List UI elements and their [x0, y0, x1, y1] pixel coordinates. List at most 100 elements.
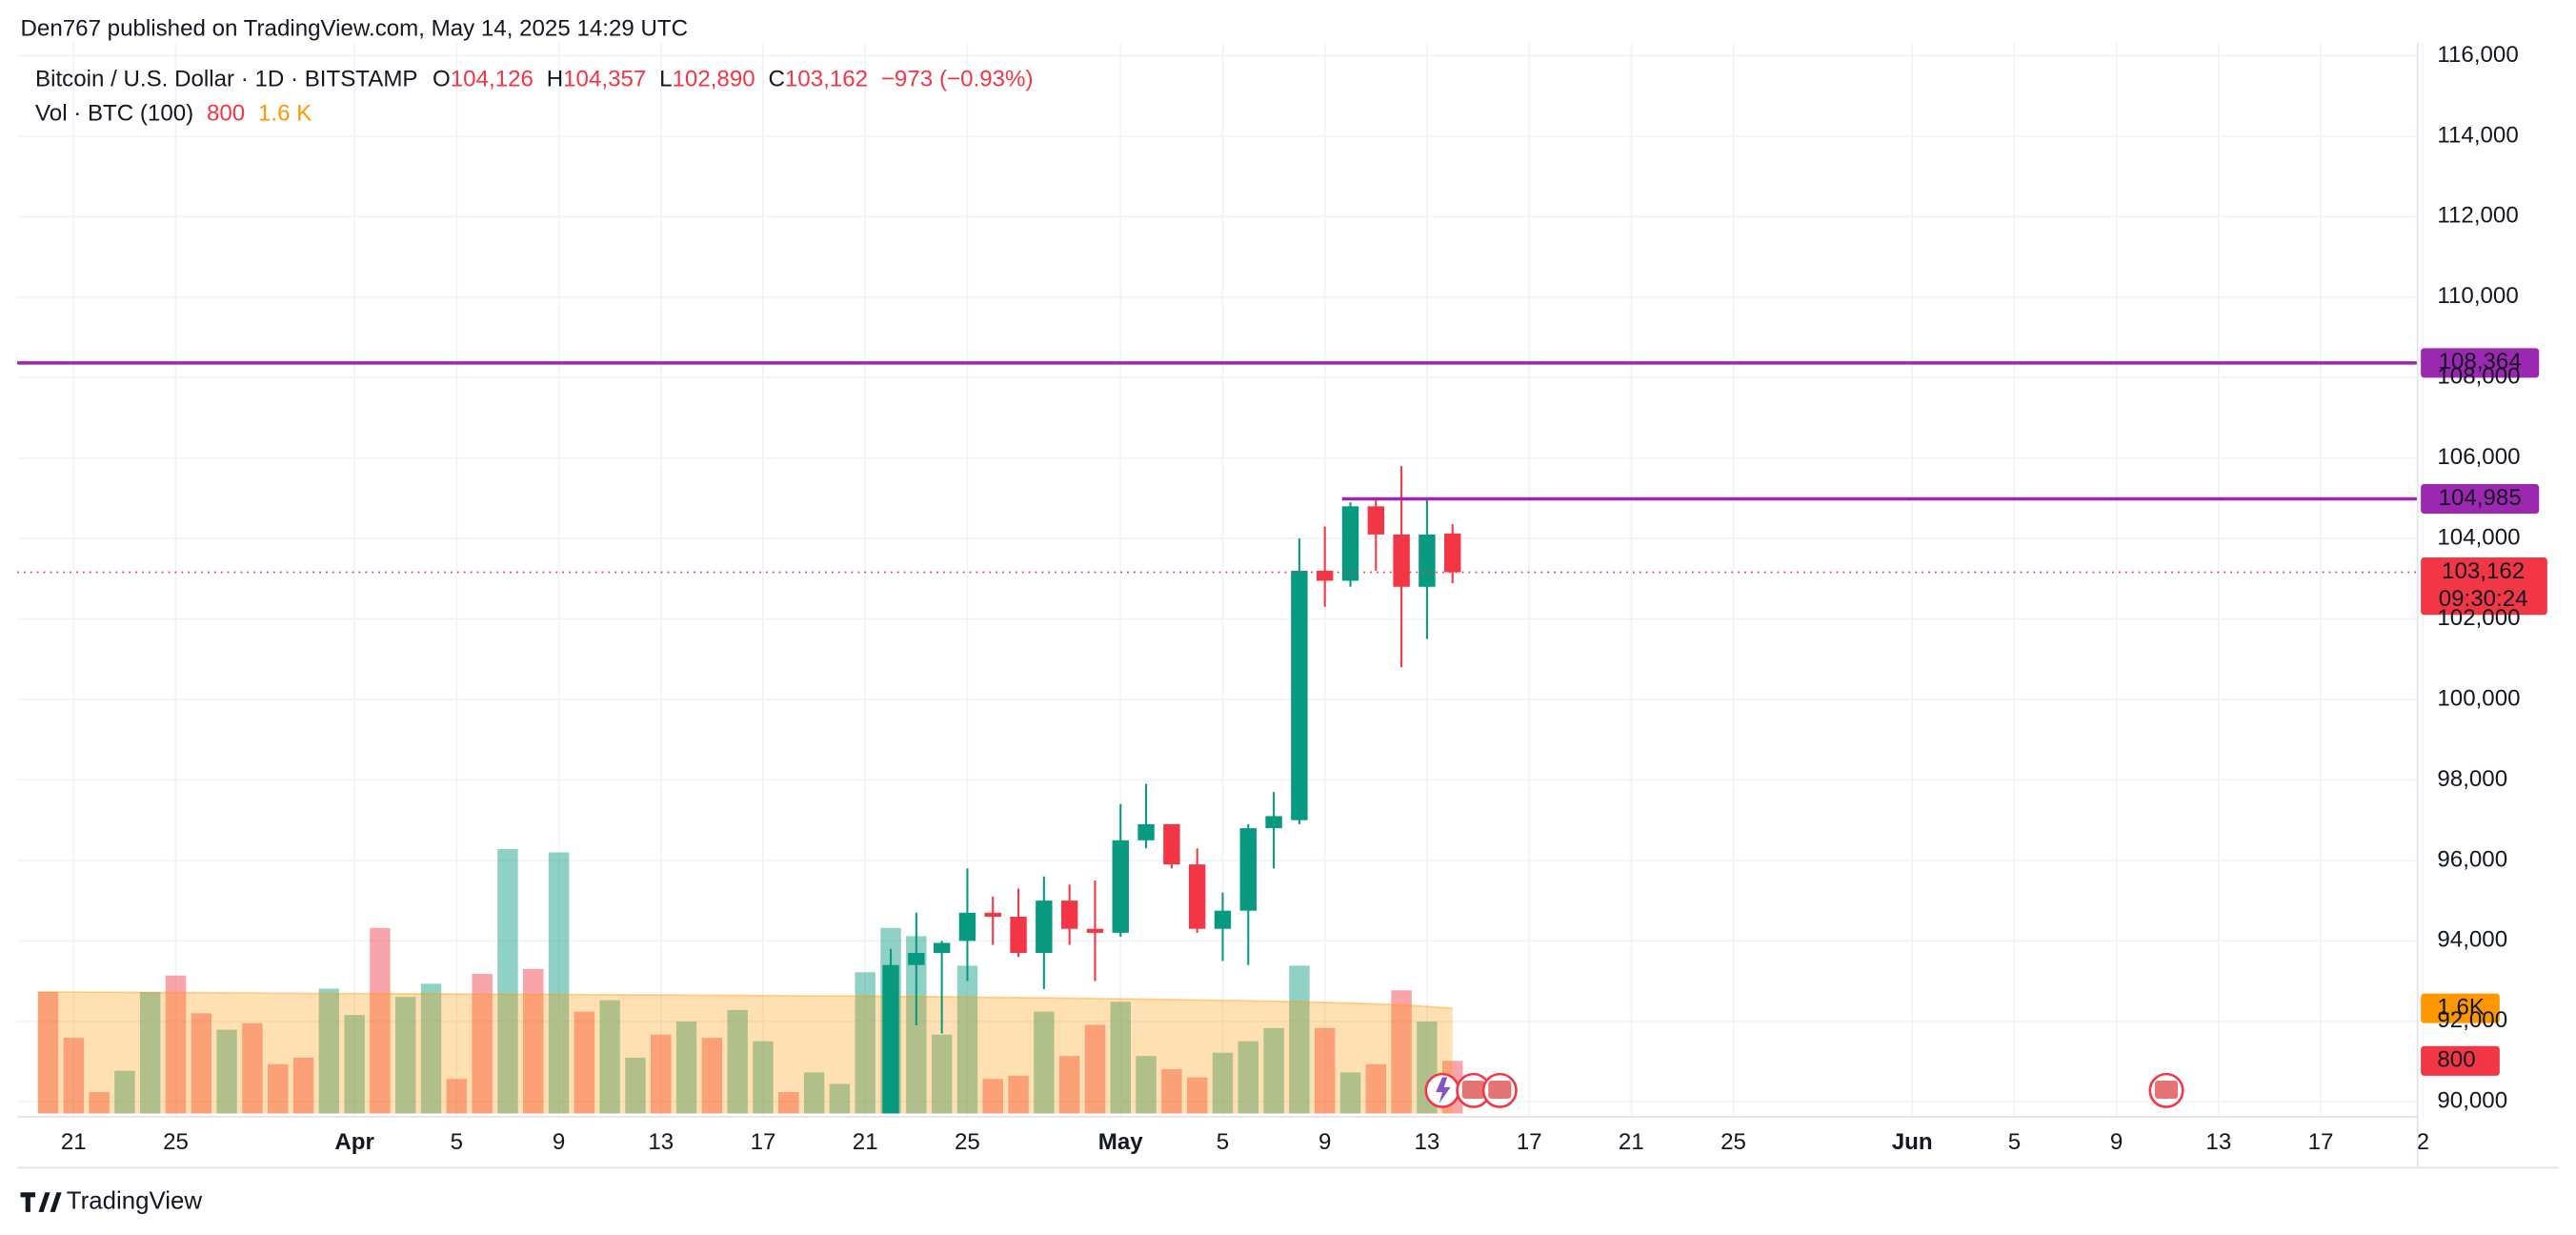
y-tick-label: 106,000: [2437, 444, 2520, 470]
ohlc-key: H: [547, 67, 563, 92]
y-tick-label: 98,000: [2437, 766, 2507, 792]
volume-bar: [1110, 1002, 1131, 1114]
volume-bar: [931, 1034, 953, 1114]
flag-icon: [1461, 1081, 1485, 1099]
flag-icon: [1488, 1081, 1512, 1099]
x-tick-label: 2: [2417, 1129, 2429, 1155]
ohlc-value: 102,890: [673, 67, 755, 92]
y-tick-label: 90,000: [2437, 1088, 2507, 1114]
candle-body: [1393, 534, 1410, 587]
axes: 90,000 92,000 94,000 96,000 98,000 100,000 102…: [61, 42, 2521, 1155]
x-tick-label: 13: [1414, 1129, 1439, 1155]
volume-bar: [89, 1092, 110, 1114]
y-tick-label: 94,000: [2437, 927, 2507, 953]
volume-bar: [191, 1013, 212, 1114]
volume-bar: [395, 997, 416, 1114]
last-price-badge: [2421, 557, 2547, 616]
volume-bar: [497, 849, 518, 1114]
volume-bar: [1365, 1063, 1387, 1114]
price-legend: Bitcoin / U.S. Dollar · 1D · BITSTAMP O10…: [35, 67, 1033, 92]
volume-bar: [267, 1063, 289, 1114]
volume-bar: [753, 1041, 774, 1114]
volume-value: 800: [207, 101, 245, 127]
x-tick-label: 25: [163, 1129, 189, 1155]
volume-bar: [420, 983, 442, 1114]
volume-bar: [292, 1057, 314, 1114]
volume-bar: [242, 1022, 263, 1114]
change: −973: [881, 67, 933, 92]
x-tick-label: 9: [1318, 1129, 1331, 1155]
candle-body: [984, 912, 1001, 918]
countdown: 09:30:24: [2439, 586, 2528, 612]
y-tick-label: 114,000: [2437, 122, 2518, 148]
candle-body: [908, 953, 925, 965]
candle-body: [1086, 928, 1104, 933]
volume-bar: [855, 972, 875, 1114]
volume-bar: [1058, 1056, 1080, 1114]
x-tick-label: 13: [2205, 1129, 2231, 1155]
volume-bar: [574, 1011, 595, 1114]
x-tick-label: 5: [2008, 1129, 2021, 1155]
x-tick-label: 21: [853, 1129, 878, 1155]
candle-body: [1214, 910, 1232, 929]
event-icon-glyph: [1436, 1077, 1451, 1104]
y-tick-label: 108,000: [2437, 364, 2520, 390]
volume-bar: [727, 1009, 748, 1114]
volume-bar: [1289, 965, 1310, 1114]
volume-badge: [2421, 993, 2500, 1023]
volume-bar: [803, 1072, 825, 1114]
candle-body: [1444, 533, 1461, 573]
candle-body: [1036, 901, 1053, 954]
x-tick-label: 25: [955, 1129, 980, 1155]
candle-body: [958, 912, 976, 941]
candle-body: [1188, 864, 1206, 929]
publisher: Den767 published on TradingView.com, May…: [21, 15, 689, 41]
candle-body: [1419, 534, 1436, 587]
y-tick-label: 96,000: [2437, 846, 2507, 872]
y-tick-label: 116,000: [2437, 42, 2518, 68]
volume-badge-label: 1.6K: [2437, 995, 2485, 1021]
volume-bar: [1391, 990, 1412, 1114]
volume-bar: [37, 991, 59, 1114]
volume-ma-line: [37, 991, 1453, 1010]
volume-title: Vol · BTC (100): [35, 101, 193, 127]
volume-bar: [1136, 1056, 1157, 1114]
volume-bar: [1034, 1011, 1055, 1114]
volume-bar: [778, 1092, 799, 1114]
change-percent: (−0.93%): [939, 67, 1033, 92]
volume-bar: [1161, 1068, 1182, 1114]
x-tick-label: 17: [1517, 1129, 1542, 1155]
candle-body: [1137, 823, 1155, 840]
ohlc-value: 104,357: [563, 67, 646, 92]
candle-body: [1239, 828, 1257, 911]
volume-badge-label: 800: [2437, 1047, 2475, 1073]
x-tick-label: 5: [1217, 1129, 1229, 1155]
volume-bar: [956, 965, 978, 1114]
event-icons: [1424, 1072, 2184, 1108]
x-tick-label: 21: [1619, 1129, 1644, 1155]
price-badge: [2421, 348, 2540, 378]
y-tick-label: 102,000: [2437, 605, 2520, 631]
candle-body: [1367, 506, 1385, 535]
volume-bar: [651, 1034, 672, 1114]
brand-logo: [20, 1192, 62, 1212]
flag-icon: [2154, 1081, 2179, 1099]
volume-ma-value: 1.6 K: [258, 101, 312, 127]
volume-bar: [114, 1070, 135, 1114]
candle-body: [1291, 570, 1308, 820]
volume-bar: [370, 927, 391, 1114]
x-tick-label: Apr: [334, 1129, 374, 1155]
volume-bar: [472, 973, 493, 1114]
x-tick-label: 5: [451, 1129, 463, 1155]
ohlc-key: C: [768, 67, 784, 92]
last-price-label: 103,162: [2442, 558, 2525, 584]
y-tick-label: 100,000: [2437, 685, 2520, 711]
candle-body: [1060, 901, 1078, 929]
volume-bar: [1212, 1052, 1234, 1114]
volume-bar: [701, 1038, 723, 1114]
price-badge-label: 108,364: [2439, 349, 2522, 375]
grid: [17, 42, 2425, 1117]
brand: TradingView: [20, 1187, 202, 1214]
